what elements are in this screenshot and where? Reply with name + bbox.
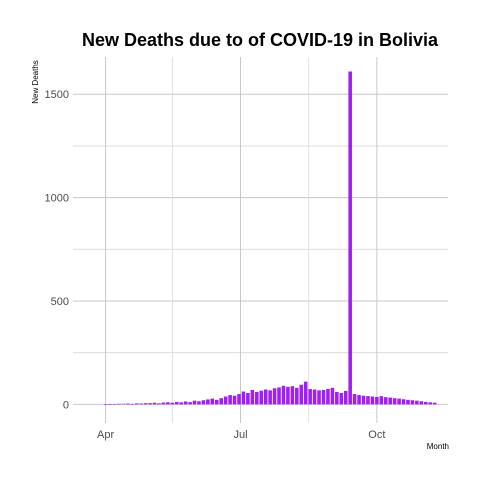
bar	[188, 402, 192, 405]
bar	[139, 403, 143, 405]
bar	[401, 399, 406, 405]
bar	[170, 402, 175, 405]
chart-title: New Deaths due to of COVID-19 in Bolivia	[82, 30, 439, 50]
bar	[335, 391, 339, 405]
bar	[343, 390, 348, 405]
bar	[215, 399, 219, 405]
bar	[406, 399, 410, 405]
bar	[103, 404, 108, 405]
bar	[317, 390, 321, 405]
y-tick-label: 0	[63, 399, 69, 411]
bar	[388, 397, 392, 405]
bar	[281, 385, 286, 405]
bar	[352, 394, 357, 405]
bar	[206, 399, 210, 405]
bar	[143, 403, 148, 405]
bar	[219, 398, 223, 405]
bar	[201, 400, 206, 405]
bar	[223, 396, 228, 405]
y-axis-label: New Deaths	[31, 60, 40, 104]
bar	[268, 390, 272, 405]
bar	[112, 403, 117, 405]
bar	[134, 403, 139, 405]
y-tick-label: 500	[51, 296, 69, 308]
bars	[103, 71, 437, 405]
bar	[383, 397, 388, 405]
bar	[126, 403, 130, 405]
bar	[415, 400, 419, 405]
bar	[312, 389, 317, 405]
bar	[121, 403, 126, 405]
bar	[348, 71, 352, 405]
bar	[117, 403, 121, 405]
grid	[73, 57, 448, 423]
bar	[232, 395, 237, 405]
y-tick-label: 1000	[45, 193, 69, 205]
bar	[295, 387, 299, 405]
bar	[272, 388, 277, 405]
bar	[339, 393, 344, 405]
bar	[375, 396, 379, 405]
bar	[148, 403, 152, 405]
bar	[366, 396, 370, 405]
bar	[370, 396, 375, 405]
bar	[197, 401, 201, 405]
x-tick-labels: Apr Jul Oct	[97, 429, 385, 441]
bar	[290, 386, 295, 405]
bar	[192, 400, 197, 405]
bar	[108, 404, 112, 405]
bar	[259, 390, 264, 405]
bar	[379, 396, 384, 405]
bar	[308, 389, 312, 405]
bar	[161, 402, 166, 405]
y-tick-labels: 0 500 1000 1500	[45, 89, 69, 411]
bar	[228, 395, 232, 405]
bar	[428, 402, 432, 405]
bar	[330, 387, 335, 405]
bar	[423, 401, 428, 405]
bar	[397, 398, 401, 405]
bar	[241, 391, 246, 405]
x-axis-label: Month	[427, 442, 449, 451]
y-tick-label: 1500	[45, 89, 69, 101]
bar	[250, 389, 255, 405]
bar	[410, 400, 415, 405]
bar	[432, 402, 437, 405]
x-tick-label: Apr	[97, 429, 114, 441]
bar	[166, 402, 170, 405]
x-tick-label: Jul	[233, 429, 247, 441]
bar	[419, 401, 424, 405]
bar	[357, 395, 361, 405]
bar	[303, 381, 308, 405]
x-tick-label: Oct	[368, 429, 385, 441]
bar	[246, 393, 250, 405]
bar	[237, 394, 241, 405]
bar	[321, 389, 326, 405]
bar	[157, 403, 161, 405]
bar	[299, 384, 304, 405]
bar	[152, 402, 157, 405]
bar	[179, 402, 183, 405]
bar	[174, 401, 179, 405]
bar	[183, 401, 188, 405]
bar	[277, 387, 281, 405]
bar	[286, 386, 290, 405]
bar	[130, 403, 135, 405]
bar	[361, 395, 366, 405]
bar	[255, 391, 259, 405]
bar	[326, 388, 330, 405]
bar	[392, 398, 397, 405]
bar	[263, 389, 268, 405]
bar	[210, 398, 215, 405]
